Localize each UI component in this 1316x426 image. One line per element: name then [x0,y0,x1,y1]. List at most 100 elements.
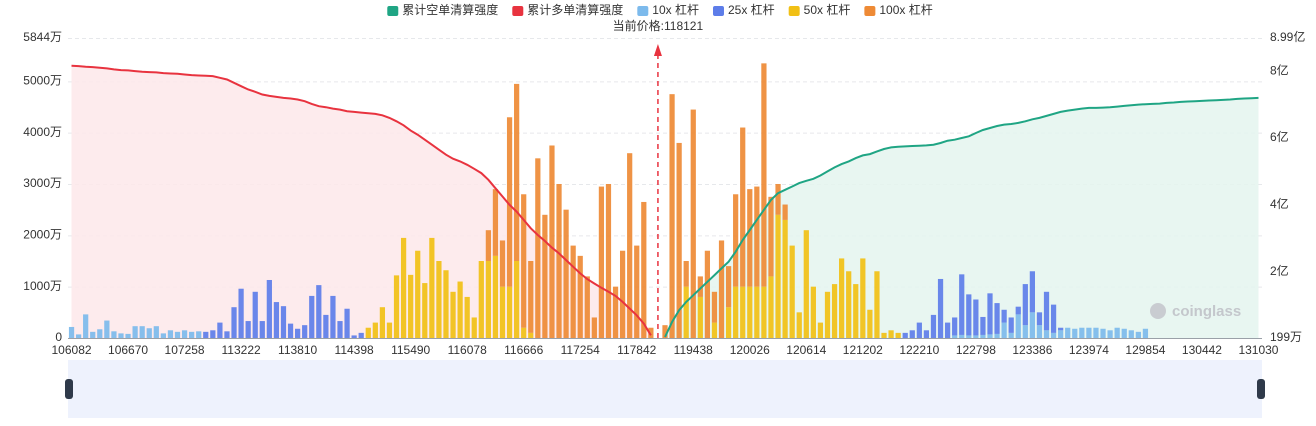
bar [641,201,647,338]
y-tick-label: 0 [55,330,62,344]
x-tick-label: 106082 [52,343,92,357]
x-tick-label: 123974 [1069,343,1109,357]
bar [725,266,732,308]
bar [711,322,718,338]
bar [895,332,901,338]
bar [118,333,124,338]
bar [1029,312,1035,338]
x-tick-label: 120614 [786,343,826,357]
x-tick-label: 120026 [730,343,770,357]
legend-label: 10x 杠杆 [652,2,699,17]
bar [782,204,788,220]
x-tick-label: 116078 [448,343,487,357]
bar [987,334,993,338]
legend-label: 50x 杠杆 [804,2,851,17]
bar [514,83,520,261]
bar [1058,327,1064,331]
bar [634,245,640,338]
bar [111,331,117,338]
bar [669,94,675,339]
y2-tick-label: 8亿 [1270,62,1289,77]
bar [987,293,993,335]
x-tick-label: 106670 [108,343,148,357]
x-tick-label: 116666 [504,343,543,357]
bar [1008,332,1014,338]
bar [217,322,223,338]
bar [344,308,350,338]
bar [295,328,301,338]
bar [980,316,986,335]
bar [1043,291,1050,331]
legend-label: 累计多单清算强度 [527,2,623,17]
legend-label: 累计空单清算强度 [402,2,498,17]
bar [874,271,880,338]
bar [994,333,1000,338]
bar [980,334,986,338]
bar [1128,330,1134,338]
bar [944,322,951,338]
bar [994,303,1000,334]
legend-label: 25x 杠杆 [728,2,775,17]
bar [415,250,421,338]
bar [302,325,308,338]
bar [725,307,732,338]
bar [627,153,633,338]
bar [902,332,908,338]
bar [683,286,689,338]
bar [577,255,583,338]
bar [1008,317,1014,333]
bar [499,286,506,338]
bar [1022,325,1028,338]
bar [224,331,230,338]
bar [1029,271,1035,313]
bar [831,284,838,338]
bar [1022,284,1028,326]
bar [422,283,428,338]
x-tick-label: 123386 [1012,343,1052,357]
zoom-handle-right[interactable] [1257,379,1265,399]
bar [189,331,195,338]
bar [648,327,654,338]
bar [464,296,470,338]
bar [90,331,96,338]
bar [132,326,138,338]
bar [598,186,605,338]
bar [1135,331,1141,338]
watermark-logo [1150,303,1166,319]
bar [824,291,831,338]
current-price-arrow [653,44,662,56]
bar [457,281,463,338]
bar [754,286,760,338]
bar [492,255,499,338]
bar [761,286,767,338]
bar [146,328,152,338]
zoom-handle-left[interactable] [65,379,73,399]
x-tick-label: 113810 [278,343,317,357]
bar [718,240,725,338]
bar [273,302,280,338]
bar [1015,314,1021,338]
bar [521,327,527,338]
x-tick-label: 113222 [222,343,261,357]
bar [959,334,965,338]
zoom-slider[interactable] [68,360,1262,418]
bar [782,219,788,338]
bar [966,335,972,338]
bar [379,307,386,338]
bar [754,186,760,287]
background-layer [68,38,1262,339]
bar [393,275,400,338]
bar [761,63,767,287]
x-tick-label: 117842 [617,343,656,357]
bar [605,183,612,338]
bar [973,299,979,336]
y2-tick-label: 8.99亿 [1270,29,1305,44]
line [664,96,1259,338]
bar [97,329,103,338]
area [665,97,1259,339]
bar [485,260,491,338]
bar [337,321,343,338]
legend-swatch [788,6,800,16]
bar [358,332,364,338]
bar [400,237,407,338]
